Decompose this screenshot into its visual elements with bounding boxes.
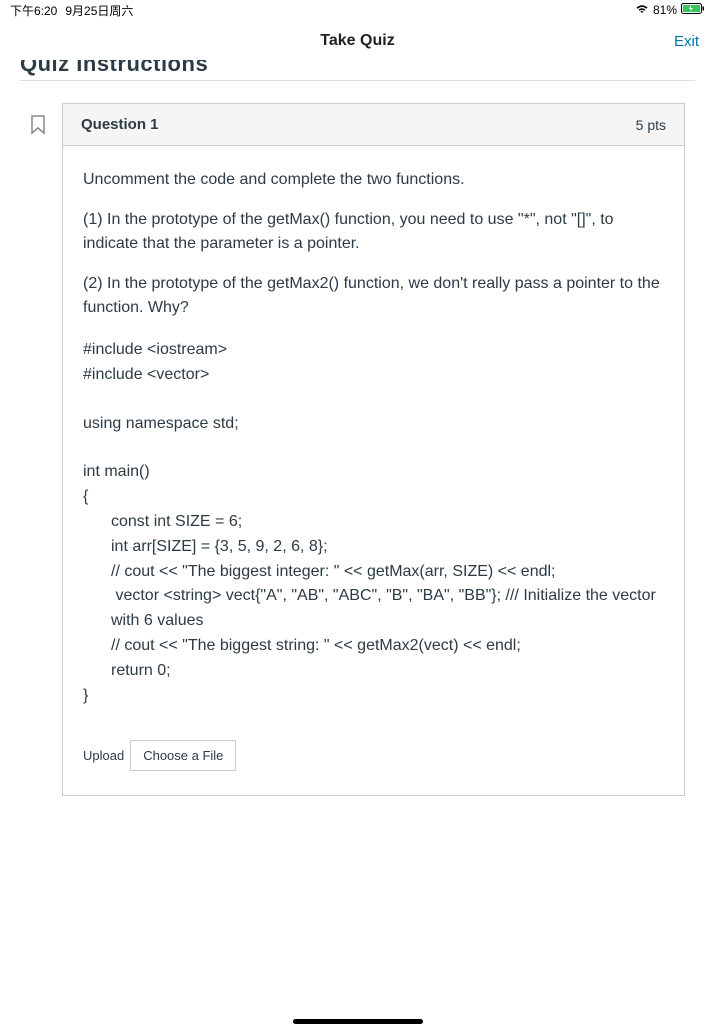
question-card: Question 1 5 pts Uncomment the code and … [62, 103, 685, 796]
page-header: Take Quiz Exit [0, 20, 715, 60]
wifi-icon [635, 3, 649, 17]
question-header: Question 1 5 pts [63, 104, 684, 146]
code-line: using namespace std; [83, 412, 664, 437]
question-body: Uncomment the code and complete the two … [63, 146, 684, 795]
page-title: Take Quiz [320, 32, 394, 50]
code-line: { [83, 485, 664, 510]
exit-link[interactable]: Exit [674, 33, 699, 50]
divider [20, 80, 695, 81]
question-intro: Uncomment the code and complete the two … [83, 168, 664, 192]
code-line: vector <string> vect{"A", "AB", "ABC", "… [83, 584, 664, 634]
upload-row: Upload Choose a File [83, 740, 664, 771]
bookmark-icon[interactable] [30, 115, 46, 135]
code-line: return 0; [83, 659, 664, 684]
code-line: #include <iostream> [83, 338, 664, 363]
code-line: int arr[SIZE] = {3, 5, 9, 2, 6, 8}; [83, 535, 664, 560]
code-block: #include <iostream> #include <vector> us… [83, 338, 664, 708]
status-bar: 下午6:20 9月25日周六 81% [0, 0, 715, 20]
status-time: 下午6:20 [10, 2, 57, 19]
upload-label: Upload [83, 746, 124, 766]
choose-file-button[interactable]: Choose a File [130, 740, 236, 771]
code-line: } [83, 684, 664, 709]
code-line: // cout << "The biggest string: " << get… [83, 634, 664, 659]
truncated-banner: Quiz Instructions [0, 60, 715, 80]
code-line: #include <vector> [83, 363, 664, 388]
code-line: const int SIZE = 6; [83, 510, 664, 535]
code-line: int main() [83, 460, 664, 485]
question-title: Question 1 [81, 116, 159, 133]
battery-icon [681, 3, 705, 17]
code-line: // cout << "The biggest integer: " << ge… [83, 560, 664, 585]
status-date: 9月25日周六 [65, 2, 133, 19]
question-para2: (2) In the prototype of the getMax2() fu… [83, 272, 664, 320]
home-indicator [293, 1019, 423, 1024]
question-points: 5 pts [636, 117, 666, 133]
battery-percent: 81% [653, 3, 677, 17]
question-para1: (1) In the prototype of the getMax() fun… [83, 208, 664, 256]
